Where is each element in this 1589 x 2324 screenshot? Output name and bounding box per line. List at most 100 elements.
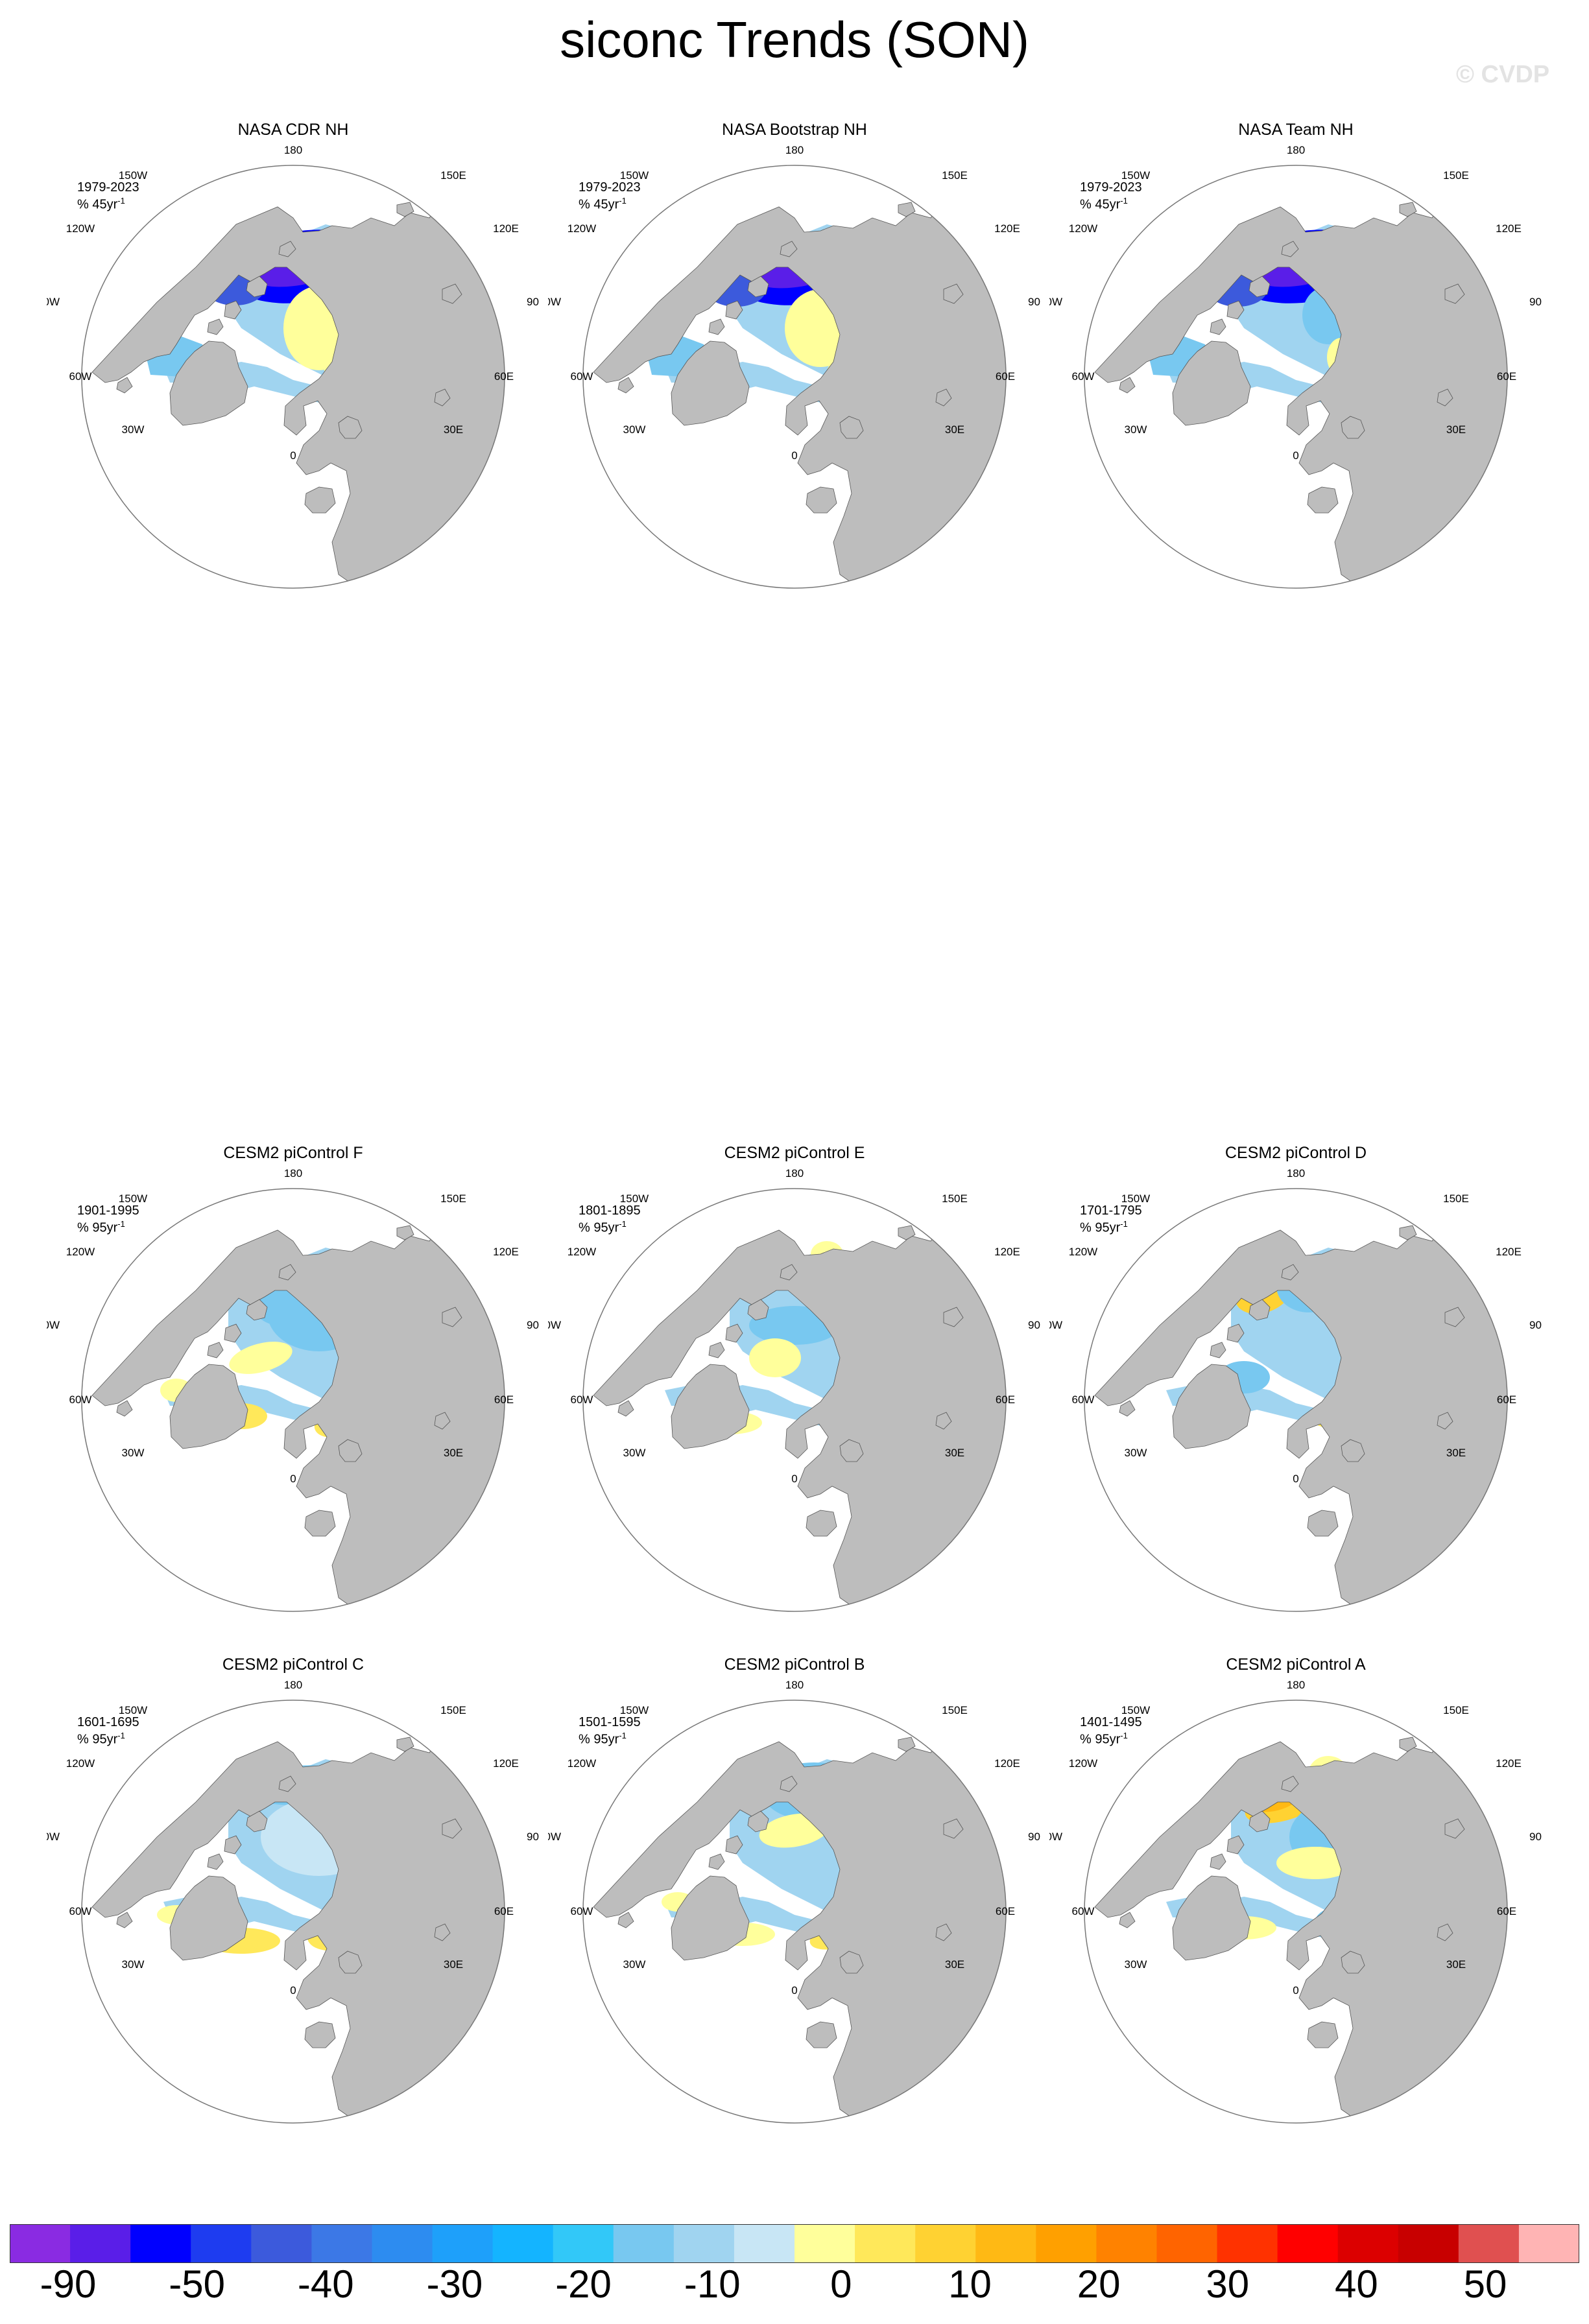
polar-stereographic-map: 180 150E 120E 90E 60E 30E 0 30W 60W 90W 120W 150W [1049,1679,1542,2124]
trend-region [229,1342,293,1374]
landmass [898,1225,916,1240]
landmass [1399,202,1417,217]
landmass [434,388,451,407]
landmass [246,276,268,298]
landmass [806,1510,837,1537]
colorbar-swatch [10,2224,71,2263]
longitude-label: 60E [1497,1393,1516,1406]
longitude-label: 30E [1446,1447,1466,1459]
longitude-label: 60E [1497,370,1516,383]
landmass [1444,283,1465,304]
longitude-label: 90E [527,1319,540,1331]
landmass [935,1412,952,1430]
panel-units: % 95yr-1 [77,1217,125,1235]
longitude-label: 60E [996,1905,1015,1917]
longitude-label: 150E [1443,169,1469,182]
longitude-label: 120W [66,1757,95,1770]
landmass [780,1775,798,1792]
landmass [224,1323,242,1343]
panel-title: CESM2 piControl F [223,1144,363,1162]
longitude-label: 150E [942,169,968,182]
colorbar-swatch [70,2224,131,2263]
colorbar-tick-label: -40 [297,2262,354,2306]
map-border [582,1188,1007,1612]
landmass [91,190,505,586]
panel-units: % 95yr-1 [77,1729,125,1747]
longitude-label: 0 [290,1984,296,1997]
longitude-label: 150W [1121,1192,1150,1205]
landmass [1399,1737,1417,1752]
longitude-label: 60E [494,1905,514,1917]
map-panel: 180 150E 120E 90E 60E 30E 0 30W 60W 90W 120W 150W NA… [548,121,1041,613]
landmass [1248,276,1271,298]
longitude-label: 120W [66,1246,95,1258]
landmass [304,486,336,514]
landmass [1307,486,1339,514]
map-panel: 180 150E 120E 90E 60E 30E 0 30W 60W 90W 120W 150W NA… [47,121,540,613]
map-border [1084,1188,1508,1612]
longitude-label: 120W [1069,1757,1097,1770]
colorbar-tick-label: 0 [830,2262,852,2306]
longitude-label: 90W [47,1319,60,1331]
longitude-label: 0 [791,1984,797,1997]
longitude-label: 90E [527,1831,540,1843]
polar-stereographic-map: 180 150E 120E 90E 60E 30E 0 30W 60W 90W 120W 150W [548,1679,1041,2124]
landmass [396,1225,414,1240]
map-border [81,1700,505,2124]
panel-units-exponent: -1 [1120,1731,1128,1740]
colorbar-tick-label: 50 [1463,2262,1507,2306]
longitude-label: 120E [994,1757,1020,1770]
longitude-label: 150E [942,1192,968,1205]
land-mask [1094,190,1507,586]
panel-units-exponent: -1 [619,196,627,206]
polar-stereographic-map: 180 150E 120E 90E 60E 30E 0 30W 60W 90W 120W 150W [548,144,1041,589]
landmass [671,340,750,426]
panel-title: CESM2 piControl B [724,1655,865,1674]
longitude-label: 90E [1529,1831,1542,1843]
longitude-label: 30W [122,1958,145,1971]
landmass [593,1725,1006,2120]
landmass [1248,1299,1271,1321]
longitude-label: 0 [1293,1473,1298,1485]
longitude-label: 0 [290,1473,296,1485]
landmass [1172,1364,1251,1449]
landmass [617,1912,634,1928]
panel-units-text: % 95yr [579,1220,619,1235]
longitude-label: 0 [1293,449,1298,462]
landmass [224,300,242,320]
landmass [747,276,769,298]
landmass [1226,1835,1245,1855]
land-mask [593,1725,1006,2120]
longitude-label: 180 [284,1679,302,1691]
landmass [91,1725,505,2120]
landmass [1119,1400,1136,1417]
landmass [747,1810,769,1832]
longitude-label: 150E [1443,1704,1469,1716]
landmass [1341,1439,1365,1462]
panel-title: CESM2 piControl C [222,1655,364,1674]
map-panel: 180 150E 120E 90E 60E 30E 0 30W 60W 90W 120W 150W CE… [1049,1144,1542,1637]
longitude-label: 150E [1443,1192,1469,1205]
panel-units-text: % 95yr [1080,1220,1121,1235]
longitude-label: 90E [1028,1831,1041,1843]
figure-title: siconc Trends (SON) [560,11,1029,68]
panel-units-text: % 45yr [77,197,118,212]
landmass [1341,1950,1365,1974]
landmass [1172,340,1251,426]
landmass [1437,388,1453,407]
landmass [91,1213,505,1609]
panel-units: % 95yr-1 [1080,1217,1128,1235]
landmass [396,202,414,217]
panel-units: % 45yr-1 [1080,194,1128,212]
colorbar-tick-label: 20 [1077,2262,1121,2306]
longitude-label: 120E [493,1757,519,1770]
landmass [1172,1875,1251,1961]
longitude-label: 120W [568,222,596,235]
longitude-label: 120W [1069,1246,1097,1258]
panel-period: 1979-2023 [579,180,641,195]
land-mask [1094,1213,1507,1609]
longitude-label: 30E [444,1447,463,1459]
longitude-label: 30W [623,1958,646,1971]
longitude-label: 90W [1049,1319,1062,1331]
colorbar-swatch [1036,2224,1097,2263]
